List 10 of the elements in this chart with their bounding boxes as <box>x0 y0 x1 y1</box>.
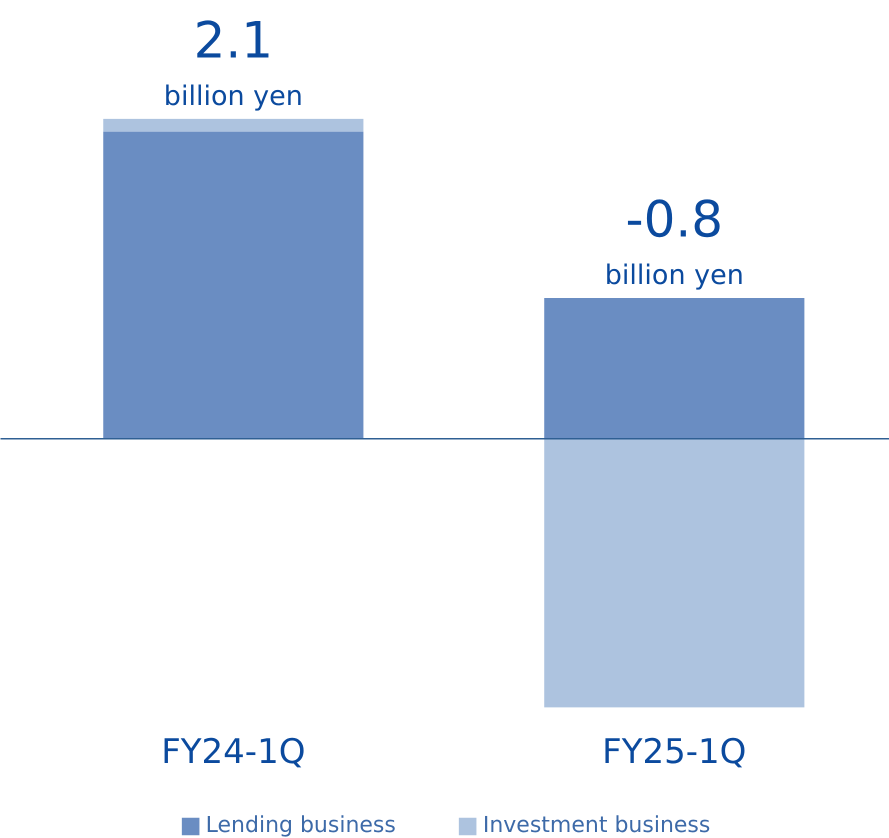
bar <box>544 438 804 708</box>
annotation: -0.8 billion yen <box>604 190 744 292</box>
annotation: 2.1 billion yen <box>164 11 303 112</box>
x-tick-label: FY25-1Q <box>602 732 746 772</box>
legend-label: Lending business <box>206 813 396 838</box>
x-tick-label: FY24-1Q <box>161 732 306 772</box>
bar <box>103 118 364 132</box>
bar <box>103 132 364 439</box>
legend-label: Investment business <box>482 813 710 838</box>
bar <box>544 298 804 439</box>
